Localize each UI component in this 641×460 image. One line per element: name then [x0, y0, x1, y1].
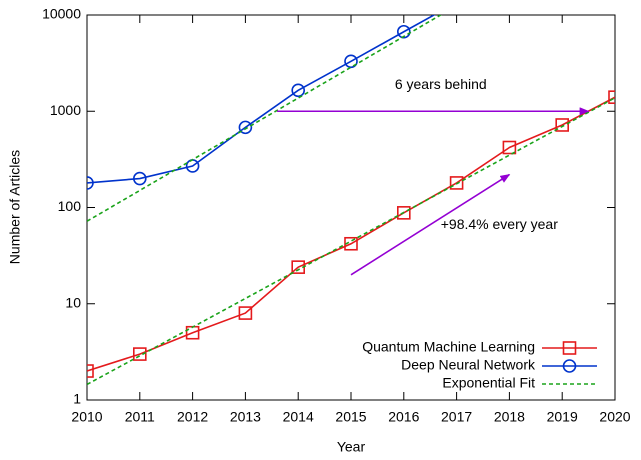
plot-area	[87, 0, 615, 386]
point-marker	[238, 306, 253, 320]
y-tick-label: 100	[58, 198, 82, 214]
x-tick-label: 2012	[177, 409, 208, 425]
series-line	[87, 15, 436, 184]
x-tick-label: 2014	[283, 409, 314, 425]
annotation: +98.4% every year	[441, 216, 558, 232]
legend-label: Exponential Fit	[442, 375, 535, 391]
y-axis-label: Number of Articles	[7, 150, 23, 264]
point-marker	[133, 347, 147, 361]
point-marker	[87, 176, 94, 190]
point-marker	[449, 176, 464, 190]
x-tick-label: 2010	[71, 409, 102, 425]
plot-frame	[86, 14, 616, 401]
annotation-arrow	[350, 173, 511, 276]
point-marker	[396, 24, 411, 39]
point-marker	[344, 236, 358, 251]
x-tick-label: 2015	[335, 409, 366, 425]
x-tick-label: 2018	[494, 409, 525, 425]
x-tick-label: 2016	[388, 409, 419, 425]
legend-label: Quantum Machine Learning	[362, 339, 535, 355]
series-line	[87, 96, 615, 372]
point-marker	[238, 120, 253, 135]
x-tick-label: 2013	[230, 409, 261, 425]
point-marker	[344, 54, 358, 69]
x-tick-label: 2017	[441, 409, 472, 425]
y-tick-label: 10	[65, 294, 81, 310]
legend-marker	[562, 359, 577, 373]
y-tick-label: 10000	[42, 6, 81, 22]
point-marker	[133, 171, 147, 186]
y-tick-label: 1	[73, 391, 81, 407]
point-marker	[87, 364, 94, 378]
x-axis-label: Year	[337, 439, 366, 455]
x-tick-label: 2019	[547, 409, 578, 425]
point-marker	[608, 90, 615, 104]
annotation: 6 years behind	[395, 76, 487, 92]
legend-label: Deep Neural Network	[401, 357, 536, 373]
legend-marker	[562, 341, 577, 355]
x-tick-label: 2020	[599, 409, 630, 425]
point-marker	[502, 140, 517, 155]
y-tick-label: 1000	[50, 102, 81, 118]
point-marker	[291, 83, 306, 98]
series-line	[87, 15, 615, 386]
point-marker	[555, 118, 570, 132]
point-marker	[396, 206, 411, 220]
point-marker	[451, 0, 463, 8]
x-tick-label: 2011	[125, 409, 155, 425]
